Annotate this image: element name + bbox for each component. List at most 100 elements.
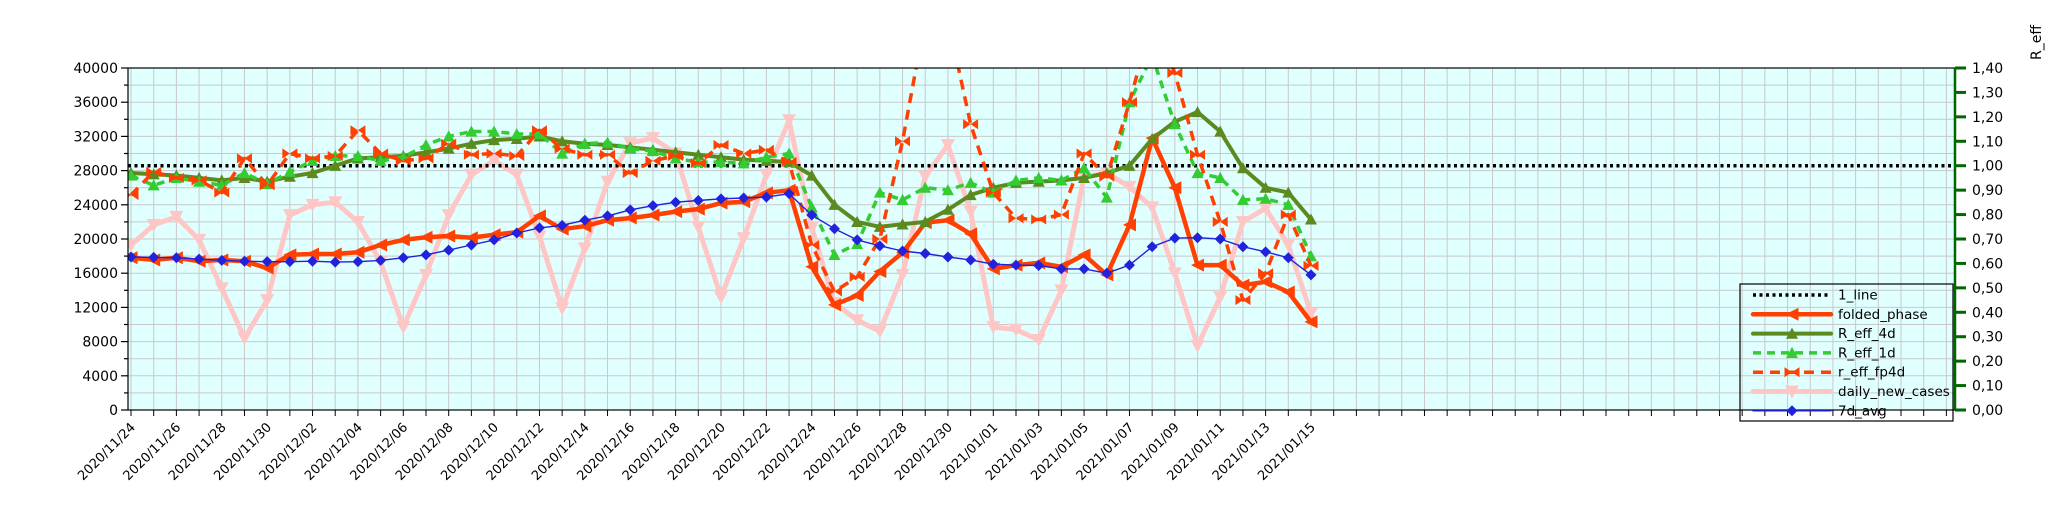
bowtie-marker xyxy=(985,187,1001,198)
triangle-up-marker xyxy=(1282,186,1295,198)
triangle-left-marker xyxy=(873,264,887,278)
triangle-down-marker xyxy=(1213,291,1228,305)
triangle-left-marker xyxy=(283,248,297,262)
bowtie-marker xyxy=(1235,294,1251,306)
triangle-up-marker xyxy=(1123,159,1136,171)
diamond-marker xyxy=(942,251,954,263)
series-markers-7d_avg xyxy=(128,188,1317,281)
triangle-down-marker xyxy=(872,325,887,339)
right-axis-tick-label: 0,20 xyxy=(1972,354,2003,370)
bowtie-marker xyxy=(600,149,616,160)
triangle-left-marker xyxy=(351,245,365,259)
legend: 1_line folded_phase R_eff_4d R_eff_1d r_eff_… xyxy=(1739,283,1954,422)
triangle-down-marker xyxy=(305,198,320,212)
triangle-down-marker xyxy=(1167,267,1182,281)
triangle-left-marker xyxy=(1259,275,1273,289)
triangle-up-marker xyxy=(896,218,909,230)
triangle-down-marker xyxy=(192,233,207,247)
triangle-up-marker xyxy=(374,154,387,166)
diamond-marker xyxy=(670,196,682,208)
triangle-down-marker xyxy=(713,291,728,305)
series-markers-r_eff_fp4d xyxy=(128,14,1319,306)
triangle-up-marker xyxy=(851,215,864,227)
bowtie-marker xyxy=(191,175,207,186)
triangle-left-marker xyxy=(396,233,410,247)
triangle-down-marker xyxy=(418,268,433,282)
triangle-up-marker xyxy=(896,193,909,206)
diamond-marker xyxy=(420,249,432,261)
triangle-down-marker xyxy=(1054,284,1069,298)
triangle-up-marker xyxy=(442,130,455,142)
diamond-marker xyxy=(397,252,409,264)
bowtie-marker xyxy=(168,172,184,184)
triangle-up-marker xyxy=(465,137,478,149)
triangle-up-marker xyxy=(306,154,319,166)
bowtie-marker xyxy=(236,153,252,164)
bowtie-marker xyxy=(781,156,797,168)
diamond-marker xyxy=(488,234,500,246)
triangle-left-marker xyxy=(1213,258,1227,272)
triangle-down-marker xyxy=(128,239,138,252)
legend-sample-marker xyxy=(1786,405,1798,417)
triangle-left-marker xyxy=(827,298,841,312)
diamond-marker xyxy=(715,193,727,205)
triangle-up-marker xyxy=(1236,162,1249,174)
diamond-marker xyxy=(919,248,931,260)
series-r_eff_fp4d xyxy=(128,14,1319,306)
diamond-marker xyxy=(806,209,818,221)
series-line-r_eff_fp4d xyxy=(129,68,1313,302)
triangle-up-marker xyxy=(669,152,682,164)
diamond-marker xyxy=(647,200,659,212)
legend-item-R_eff_4d: R_eff_4d xyxy=(1751,326,1896,342)
triangle-left-marker xyxy=(328,247,342,261)
bowtie-marker xyxy=(146,166,162,177)
triangle-left-marker xyxy=(850,288,864,302)
triangle-up-marker xyxy=(1146,50,1158,61)
gridlines xyxy=(128,67,1955,411)
bowtie-marker xyxy=(645,155,661,166)
triangle-left-marker xyxy=(1077,248,1091,262)
triangle-up-marker xyxy=(510,127,523,140)
diamond-marker xyxy=(760,191,772,203)
bowtie-marker xyxy=(1053,209,1069,220)
bowtie-marker xyxy=(1190,149,1206,160)
legend-item-R_eff_1d: R_eff_1d xyxy=(1753,345,1896,361)
triangle-up-marker xyxy=(147,179,160,191)
triangle-down-marker xyxy=(487,154,502,168)
triangle-down-marker xyxy=(895,268,910,282)
triangle-up-marker xyxy=(783,147,796,159)
bowtie-marker xyxy=(690,158,706,169)
diamond-marker xyxy=(1123,259,1135,271)
bowtie-marker xyxy=(441,138,457,149)
triangle-down-marker xyxy=(350,215,365,229)
triangle-up-marker xyxy=(1259,192,1272,204)
bowtie-marker xyxy=(940,14,955,24)
triangle-up-marker xyxy=(351,149,364,162)
triangle-down-marker xyxy=(282,209,297,223)
triangle-left-marker xyxy=(306,247,320,261)
triangle-left-marker xyxy=(578,219,592,233)
legend-label: R_eff_1d xyxy=(1838,345,1896,361)
series-7d_avg xyxy=(128,188,1317,281)
triangle-up-marker xyxy=(964,176,977,188)
triangle-down-marker xyxy=(1008,323,1023,337)
diamond-marker xyxy=(329,256,341,268)
diamond-marker xyxy=(874,240,886,252)
series-layer xyxy=(128,14,1955,353)
triangle-left-marker xyxy=(1281,285,1295,299)
diamond-marker xyxy=(692,195,704,207)
triangle-up-marker xyxy=(1282,198,1295,210)
triangle-up-marker xyxy=(646,145,659,157)
triangle-up-marker xyxy=(941,203,954,215)
diamond-marker xyxy=(170,252,182,264)
legend-sample-marker xyxy=(1784,367,1800,378)
triangle-up-marker xyxy=(1168,118,1181,130)
triangle-up-marker xyxy=(828,248,841,260)
triangle-left-marker xyxy=(1236,278,1250,292)
triangle-down-marker xyxy=(1122,180,1137,194)
right-axis-tick-label: 1,40 xyxy=(1972,61,2003,77)
diamond-marker xyxy=(533,222,545,234)
bowtie-marker xyxy=(554,143,570,154)
diamond-marker xyxy=(1033,260,1045,272)
